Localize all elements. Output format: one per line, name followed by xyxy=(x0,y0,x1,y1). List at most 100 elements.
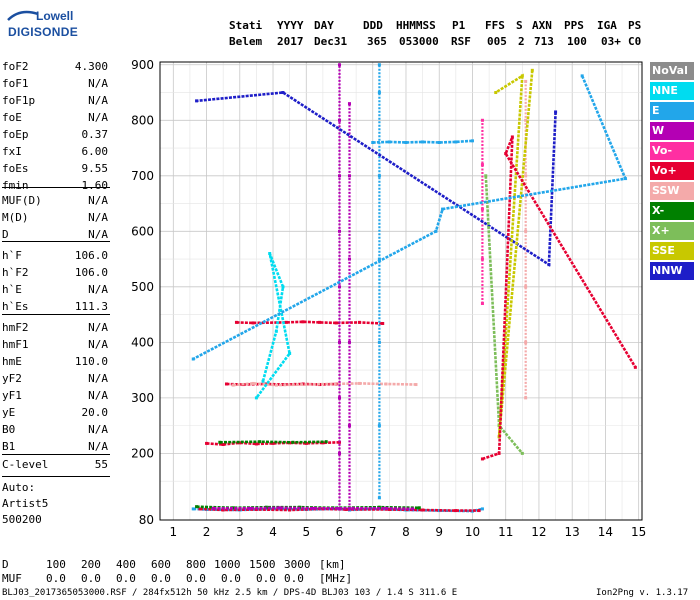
param-row: M(D) N/A xyxy=(2,209,108,226)
trace-point xyxy=(480,507,484,511)
legend-label: NoVal xyxy=(652,64,688,77)
trace-point xyxy=(357,320,361,324)
param-label: h`E xyxy=(2,283,22,296)
legend-label: X- xyxy=(652,204,665,217)
trace-point xyxy=(338,229,342,233)
trace-point xyxy=(384,506,388,510)
param-label: foE xyxy=(2,111,22,124)
legend-item-e: E xyxy=(650,102,694,120)
param-label: fxI xyxy=(2,145,22,158)
param-value: 106.0 xyxy=(74,266,108,279)
trace-point xyxy=(497,451,501,455)
trace-point xyxy=(387,507,391,511)
trace-point xyxy=(198,507,202,511)
legend-item-w: W xyxy=(650,122,694,140)
auto-label: Auto: xyxy=(2,481,36,494)
trace-point xyxy=(510,135,514,139)
legend-label: Vo+ xyxy=(652,164,677,177)
trace-point xyxy=(377,63,381,67)
param-value: 6.00 xyxy=(81,145,109,158)
muf-label: MUF xyxy=(2,572,22,585)
param-row: h`Es 111.3 xyxy=(2,298,108,315)
param-row: foEs 9.55 xyxy=(2,160,108,177)
logo-swoosh-icon xyxy=(7,10,39,21)
y-tick-label: 600 xyxy=(131,224,154,238)
param-label: fmin xyxy=(2,179,29,192)
trace-point xyxy=(421,140,425,144)
muf-value: 0.0 xyxy=(46,572,66,585)
param-value: 55 xyxy=(94,458,108,471)
param-value: 0.37 xyxy=(81,128,109,141)
param-label: foEp xyxy=(2,128,29,141)
plot-frame xyxy=(159,61,643,521)
axis-layer: 1 2 3 4 5 6 7 8 9 10 11 12 13 14 158020030040050060070… xyxy=(131,58,646,539)
param-value: N/A xyxy=(88,211,108,224)
d-label: D xyxy=(2,558,9,571)
header-label-pps: PPS xyxy=(564,19,584,32)
x-tick-label: 5 xyxy=(302,525,310,539)
trace-point xyxy=(477,509,481,513)
trace-point xyxy=(191,357,195,361)
param-value: 20.0 xyxy=(81,406,109,419)
trace-point xyxy=(338,285,342,289)
muf-value: 0.0 xyxy=(116,572,136,585)
trace-point xyxy=(421,508,425,512)
muf-value: 0.0 xyxy=(221,572,241,585)
param-row: h`F2 106.0 xyxy=(2,264,108,281)
param-row: D N/A xyxy=(2,226,108,243)
legend-label: E xyxy=(652,104,660,117)
param-row: MUF(D) N/A xyxy=(2,192,108,209)
param-row: hmF2 N/A xyxy=(2,319,108,336)
param-label: yF2 xyxy=(2,372,22,385)
param-value: N/A xyxy=(88,77,108,90)
param-row: foEp 0.37 xyxy=(2,126,108,143)
legend-item-x-minus: X- xyxy=(650,202,694,220)
grid-layer xyxy=(160,62,642,521)
trace-layer xyxy=(191,63,637,513)
trace-point xyxy=(338,63,342,67)
trace-point xyxy=(284,320,288,324)
x-tick-label: 8 xyxy=(402,525,410,539)
param-divider xyxy=(2,314,110,315)
header-value-ps: C0 xyxy=(628,35,642,48)
trace-point xyxy=(338,451,342,455)
trace-point xyxy=(234,320,238,324)
trace-point xyxy=(480,163,484,167)
header-value-station: Belem xyxy=(229,35,263,48)
legend-label: SSW xyxy=(652,184,680,197)
trace-point xyxy=(524,229,528,233)
param-row: yF2 N/A xyxy=(2,370,108,387)
trace-point xyxy=(191,507,195,511)
d-value: 1000 xyxy=(214,558,241,571)
trace-point xyxy=(311,506,315,510)
param-row: foF2 4.300 xyxy=(2,58,108,75)
param-label: foF1p xyxy=(2,94,36,107)
header-label-ddd: DDD xyxy=(363,19,383,32)
header-value-day: Dec31 xyxy=(314,35,348,48)
legend-label: X+ xyxy=(652,224,670,237)
header-value-axn: 713 xyxy=(534,35,554,48)
x-tick-label: 2 xyxy=(203,525,211,539)
header-value-year: 2017 xyxy=(277,35,304,48)
trace-point xyxy=(211,506,215,510)
trace-point xyxy=(524,285,528,289)
trace-point xyxy=(251,381,255,385)
trace-point xyxy=(254,442,258,446)
param-row: h`E N/A xyxy=(2,281,108,298)
d-value: 600 xyxy=(151,558,171,571)
trace-point xyxy=(251,321,255,325)
trace-point xyxy=(347,507,351,511)
trace-point xyxy=(231,383,235,387)
trace-point xyxy=(504,152,508,156)
param-value: N/A xyxy=(88,423,108,436)
header-label-ps: PS xyxy=(628,19,642,32)
param-divider xyxy=(2,187,110,188)
auto-artist: Artist5 xyxy=(2,497,49,510)
trace-point xyxy=(633,365,637,369)
param-value: 1.60 xyxy=(81,179,109,192)
y-tick-label: 700 xyxy=(131,169,154,183)
param-label: B0 xyxy=(2,423,16,436)
trace-point xyxy=(221,508,225,512)
x-tick-label: 12 xyxy=(531,525,546,539)
trace-point xyxy=(338,174,342,178)
